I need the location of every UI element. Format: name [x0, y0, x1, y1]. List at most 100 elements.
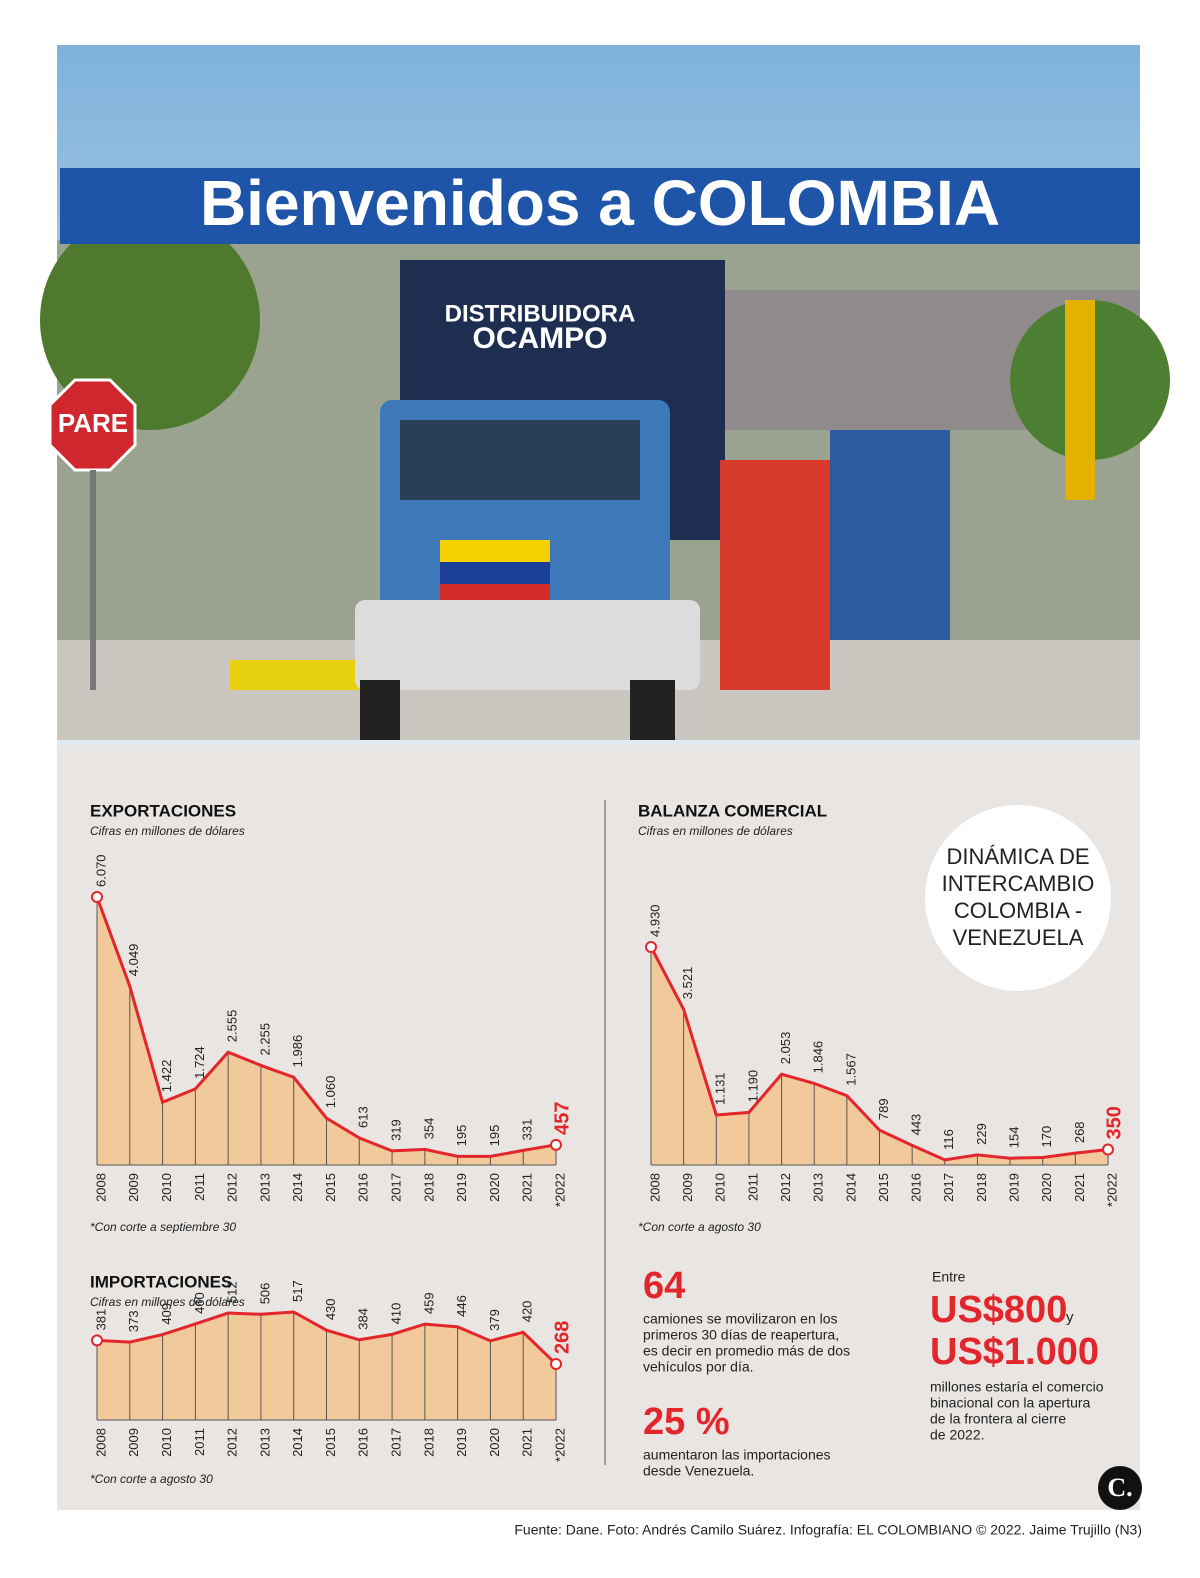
x-tick-label: 2017: [389, 1428, 404, 1457]
stats: 64 camiones se movilizaron en losprimeros…: [643, 1265, 1104, 1479]
x-tick-label: 2015: [876, 1173, 891, 1202]
value-label: 409: [159, 1303, 174, 1325]
point: [645, 941, 657, 953]
point: [550, 1138, 562, 1151]
x-tick-label: 2010: [159, 1428, 174, 1457]
value-label: 410: [389, 1303, 404, 1325]
x-tick-label: 2012: [778, 1173, 793, 1202]
badge-line: INTERCAMBIO: [942, 871, 1095, 896]
point: [91, 891, 103, 903]
x-tick-label: 2009: [680, 1173, 695, 1202]
line: [95, 896, 557, 1158]
line: [96, 1310, 558, 1366]
value-label: 1.131: [713, 1072, 728, 1105]
x-tick-label: 2010: [713, 1173, 728, 1202]
stat-text: y: [1066, 1309, 1074, 1326]
x-tick-label: 2011: [192, 1173, 207, 1201]
x-tick-label: 2021: [520, 1428, 535, 1457]
value-label: 170: [1039, 1126, 1054, 1148]
x-tick-label: 2008: [647, 1173, 662, 1202]
value-label: 443: [909, 1114, 924, 1136]
chart-subtitle: Cifras en millones de dólares: [638, 824, 793, 838]
x-tick-label: 2013: [811, 1173, 826, 1202]
value-label: 2.053: [778, 1032, 793, 1065]
value-label: 430: [323, 1298, 338, 1320]
stat-text: vehículos por día.: [643, 1359, 754, 1375]
chart-subtitle: Cifras en millones de dólares: [90, 1295, 245, 1309]
x-tick-label: 2018: [421, 1173, 436, 1202]
truck-name: OCAMPO: [473, 322, 608, 355]
stat-text: de 2022.: [930, 1427, 985, 1443]
stat-text: binacional con la apertura: [930, 1395, 1091, 1411]
stat-text: primeros 30 días de reapertura,: [643, 1327, 839, 1343]
value-label: 116: [941, 1129, 956, 1150]
x-tick-label: 2009: [126, 1428, 141, 1457]
x-tick-label: 2013: [257, 1428, 272, 1457]
badge-line: COLOMBIA -: [954, 898, 1082, 923]
x-tick-label: *2022: [552, 1173, 567, 1207]
value-label: 195: [487, 1125, 502, 1147]
chart-title: BALANZA COMERCIAL: [638, 801, 827, 820]
x-tick-label: 2014: [290, 1173, 305, 1202]
value-label: 512: [225, 1281, 240, 1303]
value-label: 331: [520, 1119, 535, 1141]
value-label: 460: [192, 1292, 207, 1314]
logo: [1098, 1466, 1142, 1510]
photo: Bienvenidos a COLOMBIA PARE DISTRIBUIDOR…: [40, 45, 1170, 745]
chart-note: *Con corte a agosto 30: [638, 1220, 761, 1234]
x-tick-label: 2011: [745, 1173, 760, 1201]
x-tick-label: 2019: [454, 1173, 469, 1202]
x-tick-label: 2019: [1007, 1173, 1022, 1202]
stat-intro: Entre: [932, 1269, 966, 1285]
x-tick-label: 2009: [126, 1173, 141, 1202]
value-label: 459: [421, 1292, 436, 1314]
value-label: 1.422: [159, 1060, 174, 1093]
stat-number: 64: [643, 1265, 685, 1307]
x-tick-label: 2008: [93, 1173, 108, 1202]
x-tick-label: 2014: [290, 1428, 305, 1457]
x-tick-label: 2016: [356, 1173, 371, 1202]
stat-text: millones estaría el comercio: [930, 1379, 1104, 1395]
x-tick-label: 2021: [1072, 1173, 1087, 1202]
stat-number: US$1.000: [930, 1331, 1099, 1373]
chart-note: *Con corte a agosto 30: [90, 1472, 213, 1486]
value-label: 2.255: [257, 1023, 272, 1056]
value-label: 517: [290, 1280, 305, 1302]
value-label: 3.521: [680, 967, 695, 1000]
logo-text: C.: [1107, 1473, 1132, 1502]
point: [1102, 1143, 1114, 1156]
x-tick-label: 2012: [225, 1428, 240, 1457]
value-label: 4.049: [126, 944, 141, 977]
value-label: 1.190: [745, 1070, 760, 1103]
point: [550, 1358, 562, 1371]
x-tick-label: 2020: [1039, 1173, 1054, 1202]
x-tick-label: 2011: [192, 1428, 207, 1456]
x-tick-label: 2018: [421, 1428, 436, 1457]
x-tick-label: 2013: [257, 1173, 272, 1202]
value-label: 613: [356, 1106, 371, 1128]
point: [91, 1334, 103, 1347]
value-label: 268: [1072, 1121, 1087, 1143]
source: Fuente: Dane. Foto: Andrés Camilo Suárez…: [514, 1522, 1142, 1538]
value-label: 1.986: [290, 1035, 305, 1068]
x-tick-label: *2022: [1104, 1173, 1119, 1207]
chart-subtitle: Cifras en millones de dólares: [90, 824, 245, 838]
value-label: 195: [454, 1125, 469, 1147]
stat-text: camiones se movilizaron en los: [643, 1311, 838, 1327]
badge-line: DINÁMICA DE: [946, 844, 1089, 869]
x-tick-label: 2015: [323, 1173, 338, 1202]
value-label: 373: [126, 1310, 141, 1332]
chart-title: EXPORTACIONES: [90, 801, 236, 820]
stat-number: US$800: [930, 1289, 1067, 1331]
x-tick-label: 2018: [974, 1173, 989, 1202]
stat-text: desde Venezuela.: [643, 1463, 754, 1479]
value-label: 446: [454, 1295, 469, 1317]
area: [97, 897, 556, 1165]
line: [649, 946, 1109, 1162]
x-tick-label: 2017: [941, 1173, 956, 1202]
stat-text: aumentaron las importaciones: [643, 1447, 831, 1463]
x-tick-label: 2016: [356, 1428, 371, 1457]
stat-number: 25 %: [643, 1401, 730, 1443]
value-label: 384: [356, 1308, 371, 1330]
